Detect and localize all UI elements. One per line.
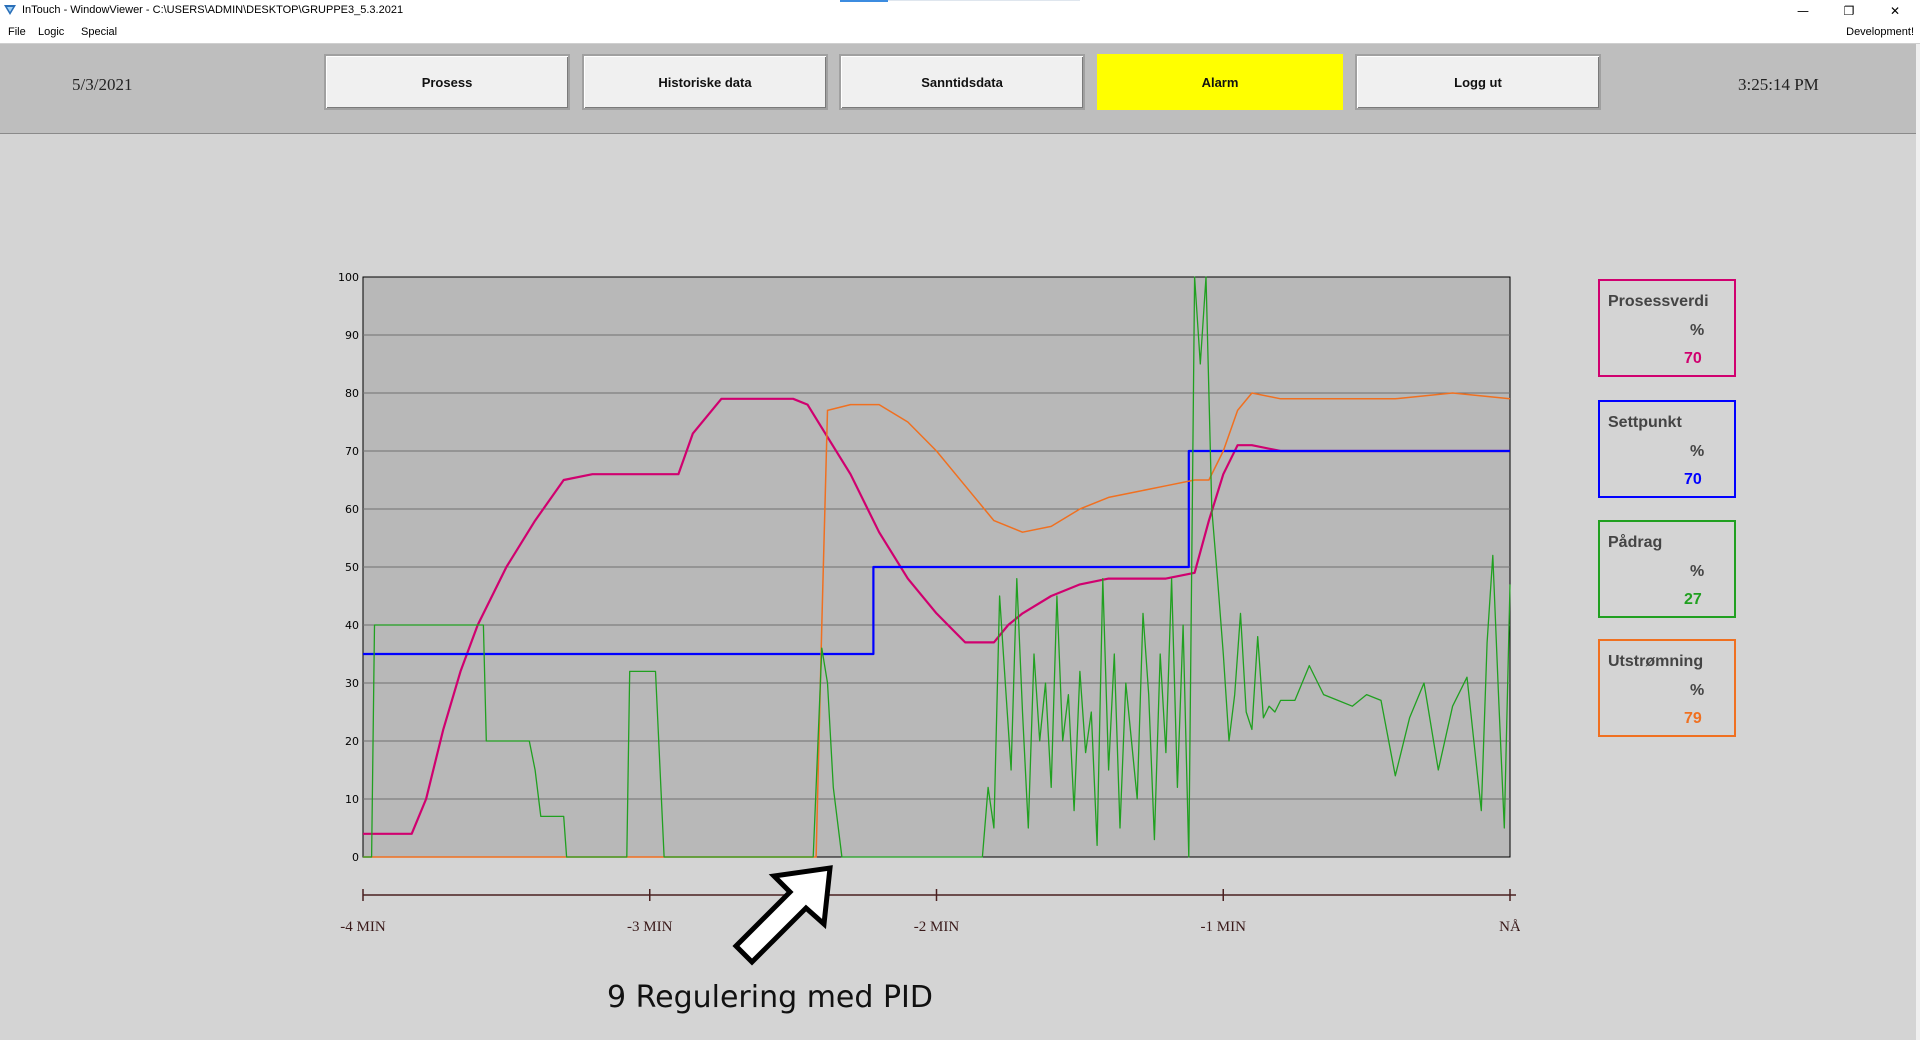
series-line-utstr-mning (363, 392, 1511, 858)
legend-value: 27 (1684, 591, 1702, 608)
y-tick-label: 60 (345, 503, 359, 516)
intouch-app-icon (4, 5, 16, 15)
window-edge (1916, 44, 1920, 1040)
legend-prosessverdi: Prosessverdi % 70 (1598, 279, 1736, 377)
legend-unit: % (1690, 682, 1705, 699)
sanntidsdata-button[interactable]: Sanntidsdata (839, 54, 1085, 110)
restore-button[interactable]: ❐ (1843, 4, 1855, 18)
logg-ut-button[interactable]: Logg ut (1355, 54, 1601, 110)
menu-file[interactable]: File (8, 26, 26, 38)
series-line-settpunkt (363, 449, 1510, 656)
legend-value: 70 (1684, 471, 1702, 488)
legend-utstromning: Utstrømning % 79 (1598, 639, 1736, 737)
annotation-label: 9 Regulering med PID (607, 980, 933, 1015)
x-tick-label: -3 MIN (627, 919, 673, 935)
y-tick-label: 100 (338, 271, 359, 284)
y-tick-label: 50 (345, 561, 359, 574)
legend-padrag: Pådrag % 27 (1598, 520, 1736, 618)
menu-bar: File Logic Special Development! (0, 22, 1920, 44)
y-tick-label: 40 (345, 619, 359, 632)
series-line-prosessverdi (363, 397, 1510, 835)
development-mode-label[interactable]: Development! (1846, 26, 1914, 38)
legend-name: Utstrømning (1608, 653, 1704, 670)
menu-logic[interactable]: Logic (38, 26, 65, 38)
window-title-bar: InTouch - WindowViewer - C:\USERS\ADMIN\… (0, 0, 1920, 22)
y-tick-label: 80 (345, 387, 359, 400)
x-tick-label: -4 MIN (340, 919, 386, 935)
taskbar-highlight-light (888, 0, 1080, 1)
y-tick-label: 90 (345, 329, 359, 342)
alarm-button[interactable]: Alarm (1097, 54, 1343, 110)
close-button[interactable]: ✕ (1889, 4, 1901, 18)
menu-special[interactable]: Special (81, 26, 118, 38)
minimize-button[interactable]: — (1797, 4, 1809, 18)
series-line-p-drag (363, 276, 1511, 858)
taskbar-highlight (840, 0, 888, 2)
trend-chart-svg: 0 10 20 30 40 50 60 70 80 90 100 -4 MIN -3 MIN -2 MIN… (338, 271, 1521, 935)
x-tick-label: NÅ (1499, 919, 1520, 935)
legend-name: Pådrag (1608, 534, 1663, 551)
trend-chart: 0 10 20 30 40 50 60 70 80 90 100 -4 MIN -3 MIN -2 MIN… (320, 265, 1521, 1025)
y-tick-label: 30 (345, 677, 359, 690)
legend-unit: % (1690, 322, 1705, 339)
y-tick-label: 10 (345, 793, 359, 806)
x-tick-label: -2 MIN (914, 919, 960, 935)
time-display: 3:25:14 PM (1738, 75, 1819, 94)
historiske-data-button[interactable]: Historiske data (582, 54, 828, 110)
window-title: InTouch - WindowViewer - C:\USERS\ADMIN\… (22, 4, 404, 16)
date-display: 5/3/2021 (72, 75, 133, 94)
y-tick-label: 70 (345, 445, 359, 458)
legend-value: 70 (1684, 350, 1702, 367)
header-panel: 5/3/2021 Prosess Historiske data Sanntid… (0, 44, 1916, 134)
legend-settpunkt: Settpunkt % 70 (1598, 400, 1736, 498)
legend-name: Settpunkt (1608, 414, 1682, 431)
prosess-button[interactable]: Prosess (324, 54, 570, 110)
legend-unit: % (1690, 563, 1705, 580)
annotation-arrow-icon (732, 865, 833, 966)
legend-unit: % (1690, 443, 1705, 460)
legend-name: Prosessverdi (1608, 293, 1709, 310)
x-tick-label: -1 MIN (1201, 919, 1247, 935)
y-tick-label: 0 (352, 851, 359, 864)
legend-value: 79 (1684, 710, 1702, 727)
y-tick-label: 20 (345, 735, 359, 748)
